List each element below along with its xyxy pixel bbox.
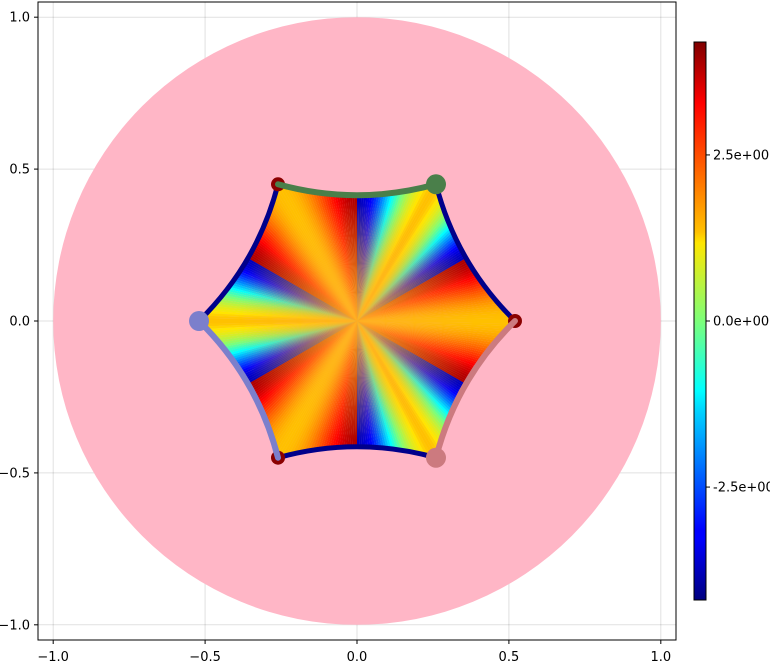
axes: −1.0 −0.5 0.0 0.5 1.0 −1.0 −0.5 0.0 0.5 1.0 [0, 11, 671, 665]
highlighted-point [425, 447, 446, 468]
heat-center [237, 201, 477, 441]
highlighted-point [189, 311, 210, 331]
y-tick-label: 0.5 [9, 163, 30, 178]
colorbar-gradient [693, 41, 707, 601]
highlighted-edge [275, 181, 439, 199]
x-tick-label: 1.0 [650, 650, 671, 663]
x-tick-label: −0.5 [189, 650, 221, 663]
hexagon-edge [196, 181, 281, 324]
highlighted-point [425, 174, 446, 195]
x-tick-label: −1.0 [37, 650, 69, 663]
y-tick-label: 0.0 [9, 315, 30, 330]
hexagon-edge [275, 444, 439, 461]
colorbar: 2.5e+00 0.0e+00 -2.5e+00 [693, 41, 770, 601]
y-tick-label: −0.5 [0, 466, 30, 481]
colorbar-tick-label: 2.5e+00 [713, 148, 769, 163]
colorbar-tick-label: -2.5e+00 [713, 481, 770, 496]
plot-area [53, 17, 661, 625]
colorbar-tick-label: 0.0e+00 [713, 315, 769, 330]
hexagon-edge [433, 181, 518, 324]
highlighted-edge [432, 318, 518, 461]
x-tick-label: 0.0 [347, 650, 368, 663]
y-tick-label: 1.0 [9, 11, 30, 26]
y-tick-label: −1.0 [0, 618, 30, 633]
x-tick-label: 0.5 [499, 650, 520, 663]
highlighted-edge [196, 318, 282, 461]
